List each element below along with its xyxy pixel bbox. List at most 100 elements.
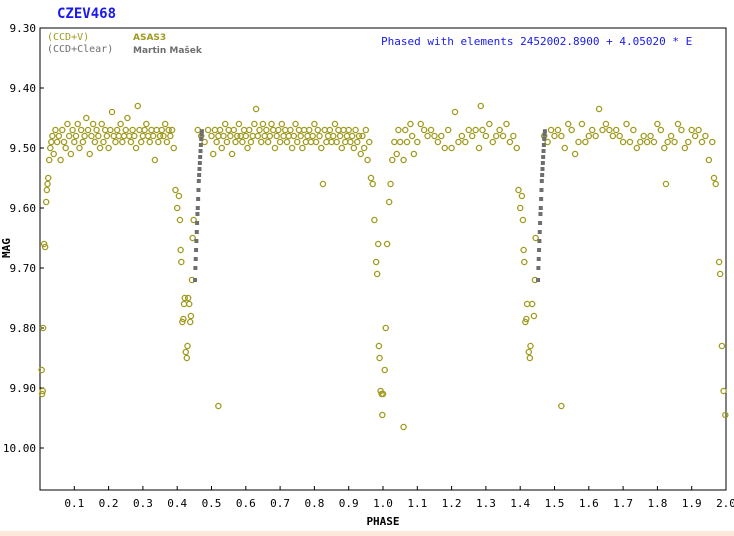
asas-data-point <box>183 354 191 362</box>
x-tick-label: 0.8 <box>304 497 324 510</box>
observer-data-point <box>198 155 203 159</box>
asas-data-point <box>355 132 363 140</box>
asas-data-point <box>101 126 109 134</box>
asas-data-point <box>691 132 699 140</box>
asas-data-point <box>525 348 533 356</box>
asas-data-point <box>77 126 85 134</box>
y-tick-label: 10.00 <box>3 442 36 455</box>
asas-data-point <box>122 126 130 134</box>
asas-data-point <box>232 138 239 146</box>
asas-data-point <box>715 258 723 266</box>
asas-data-point <box>225 126 232 134</box>
asas-data-point <box>271 144 279 152</box>
asas-data-point <box>293 138 301 146</box>
asas-data-point <box>48 138 55 146</box>
observer-data-point <box>537 248 542 252</box>
asas-data-point <box>52 126 59 134</box>
asas-data-point <box>558 402 565 410</box>
asas-data-point <box>235 120 243 128</box>
observer-data-point <box>540 173 545 177</box>
asas-data-point <box>472 126 479 134</box>
asas-data-point <box>523 300 531 308</box>
y-tick-label: 9.90 <box>10 382 37 395</box>
asas-data-point <box>179 318 186 326</box>
asas-data-point <box>312 138 320 146</box>
asas-data-point <box>722 411 729 419</box>
asas-data-point <box>95 132 102 140</box>
asas-data-point <box>65 132 73 140</box>
asas-data-point <box>143 120 150 128</box>
asas-data-point <box>149 132 157 140</box>
x-tick-label: 0.2 <box>99 497 119 510</box>
asas-data-point <box>518 192 526 200</box>
asas-data-point <box>400 156 407 164</box>
asas-data-point <box>47 144 54 152</box>
asas-data-point <box>710 174 718 182</box>
x-tick-label: 0.1 <box>64 497 84 510</box>
asas-data-point <box>88 132 95 140</box>
asas-data-point <box>515 186 522 194</box>
observer-data-point <box>542 129 547 134</box>
asas-data-point <box>695 126 702 134</box>
asas-data-point <box>427 126 435 134</box>
asas-data-point <box>369 180 376 188</box>
asas-data-point <box>161 120 169 128</box>
asas-data-point <box>245 126 253 134</box>
asas-data-point <box>619 138 627 146</box>
observer-data-point <box>540 161 545 165</box>
asas-data-point <box>125 132 133 140</box>
asas-data-point <box>239 138 246 146</box>
asas-data-point <box>297 132 304 140</box>
asas-data-point <box>527 342 534 350</box>
asas-data-point <box>393 150 400 158</box>
asas-data-point <box>671 138 678 146</box>
asas-data-point <box>516 204 524 212</box>
asas-data-point <box>612 126 620 134</box>
asas-data-point <box>79 138 87 146</box>
asas-data-point <box>318 144 325 152</box>
x-tick-label: 0.6 <box>236 497 256 510</box>
asas-data-point <box>465 126 472 134</box>
y-tick-label: 9.50 <box>10 142 37 155</box>
asas-data-point <box>367 174 375 182</box>
asas-data-point <box>175 192 183 200</box>
asas-data-point <box>209 150 217 158</box>
observer-data-point <box>541 143 546 147</box>
asas-data-point <box>201 138 208 146</box>
x-tick-label: 1.0 <box>373 497 393 510</box>
asas-data-point <box>41 243 49 251</box>
observer-data-point <box>197 167 202 171</box>
asas-data-point <box>230 126 238 134</box>
x-tick-label: 1.9 <box>682 497 702 510</box>
asas-data-point <box>519 216 527 224</box>
x-tick-label: 0.3 <box>133 497 153 510</box>
asas-data-point <box>176 216 184 224</box>
observer-data-point <box>196 179 201 183</box>
asas-data-point <box>702 132 709 140</box>
asas-data-point <box>499 132 507 140</box>
observer-data-point <box>195 221 200 225</box>
asas-data-point <box>290 132 298 140</box>
asas-data-point <box>379 411 386 419</box>
asas-data-point <box>462 138 469 146</box>
asas-data-point <box>105 144 112 152</box>
x-tick-label: 1.4 <box>510 497 530 510</box>
asas-data-point <box>74 120 81 128</box>
asas-data-point <box>479 126 486 134</box>
legend-filter-clear: (CCD+Clear) <box>47 44 113 55</box>
asas-data-point <box>146 138 154 146</box>
asas-data-point <box>319 180 327 188</box>
asas-data-point <box>630 126 637 134</box>
asas-data-point <box>194 126 202 134</box>
asas-data-point <box>278 120 286 128</box>
x-axis-title: PHASE <box>366 515 399 528</box>
asas-data-point <box>59 126 66 134</box>
asas-data-point <box>530 312 538 320</box>
observer-data-point <box>197 161 202 165</box>
asas-data-point <box>155 138 162 146</box>
asas-data-point <box>347 138 354 146</box>
asas-data-point <box>237 132 244 140</box>
plot-frame <box>39 27 727 491</box>
asas-data-point <box>83 114 90 122</box>
asas-data-point <box>441 144 448 152</box>
